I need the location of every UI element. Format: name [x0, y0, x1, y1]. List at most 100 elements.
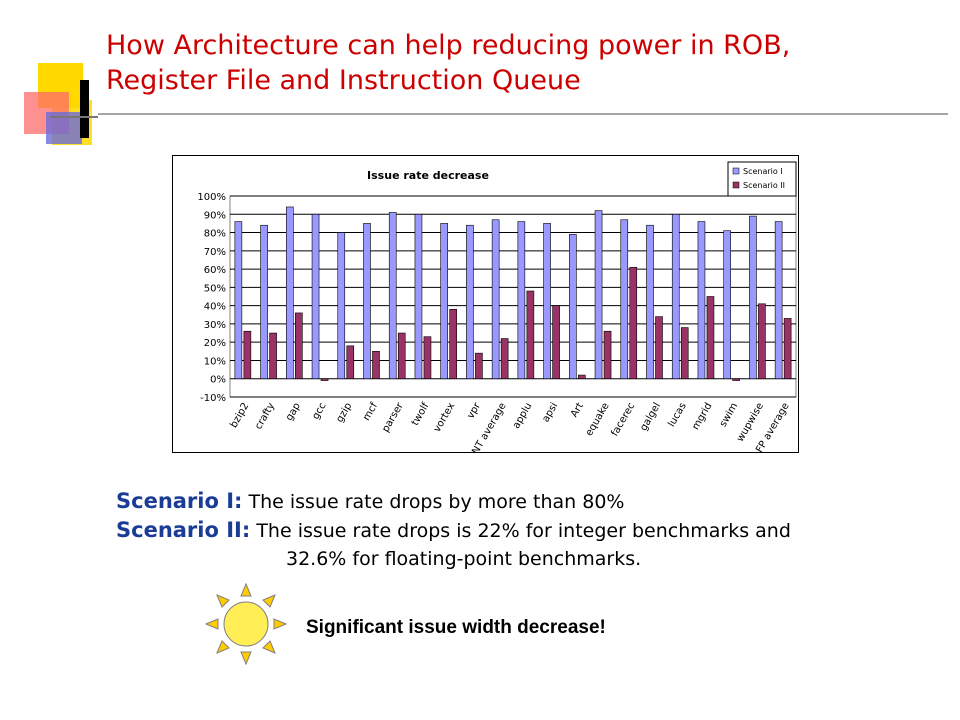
bar-scenario-2	[269, 332, 277, 380]
x-tick-label: equake	[584, 401, 612, 438]
scenario1-text: The issue rate drops by more than 80%	[248, 491, 625, 513]
y-tick-label: 20%	[204, 338, 226, 349]
bar-scenario-1	[311, 213, 320, 380]
bar-scenario-2	[655, 316, 663, 380]
bar-scenario-2	[603, 330, 612, 380]
bar-scenario-1	[723, 230, 731, 380]
scenario1-line: Scenario I: The issue rate drops by more…	[116, 487, 936, 516]
x-tick-label: galgel	[638, 401, 663, 433]
x-tick-label: gzip	[334, 401, 354, 424]
bar-scenario-2	[475, 352, 483, 380]
bar-scenario-1	[594, 210, 603, 380]
sun-icon	[205, 583, 287, 665]
x-tick-label: swim	[718, 401, 740, 429]
x-tick-label: mgrid	[690, 401, 714, 432]
x-tick-label: vortex	[432, 401, 458, 434]
chart-title: Issue rate decrease	[367, 169, 489, 182]
x-tick-label: twolf	[410, 401, 432, 428]
x-tick-label: gap	[284, 401, 303, 423]
bar-scenario-1	[440, 223, 448, 380]
bar-scenario-1	[337, 232, 346, 380]
legend-label: Scenario I	[743, 167, 783, 176]
bar-scenario-2	[500, 338, 509, 380]
title-line-1: How Architecture can help reducing power…	[106, 30, 791, 61]
bar-scenario-2	[295, 312, 303, 380]
bar-scenario-1	[388, 212, 397, 380]
legend-swatch	[732, 167, 740, 175]
bar-scenario-2	[372, 351, 380, 380]
bar-scenario-1	[646, 224, 654, 380]
y-tick-label: 80%	[204, 229, 226, 240]
x-tick-label: apsi	[540, 401, 560, 424]
x-tick-label: Art	[569, 401, 586, 419]
bar-scenario-1	[466, 224, 474, 380]
title-divider	[98, 113, 948, 115]
x-tick-label: lucas	[666, 401, 689, 429]
y-tick-label: 70%	[204, 247, 226, 258]
bar-scenario-2	[706, 296, 715, 380]
bar-scenario-2	[758, 303, 766, 380]
bar-scenario-2	[680, 327, 689, 380]
y-tick-label: 30%	[204, 320, 226, 331]
bar-scenario-1	[671, 213, 680, 380]
bar-scenario-1	[620, 219, 629, 380]
y-tick-label: 90%	[204, 210, 226, 221]
scenario2-line-cont: 32.6% for floating-point benchmarks.	[286, 548, 642, 570]
x-tick-label: gcc	[310, 401, 328, 422]
bar-scenario-1	[543, 223, 551, 380]
conclusion-text: Significant issue width decrease!	[306, 617, 606, 638]
y-tick-label: -10%	[200, 393, 226, 404]
scenario1-term: Scenario I:	[116, 489, 243, 513]
scenario2-text: The issue rate drops is 22% for integer …	[256, 520, 791, 542]
bar-scenario-1	[260, 224, 268, 380]
bar-scenario-2	[243, 330, 252, 380]
chart-canvas: Issue rate decrease -10% 0% 10% 20% 30% 40% 50%…	[197, 161, 797, 452]
y-tick-label: 40%	[204, 302, 226, 313]
x-tick-label: facerec	[609, 401, 637, 438]
legend-box	[727, 161, 797, 197]
bar-scenario-2	[346, 345, 355, 380]
bar-scenario-2	[732, 378, 740, 381]
bar-scenario-2	[449, 308, 457, 380]
bar-scenario-1	[491, 219, 500, 380]
bar-scenario-1	[363, 223, 371, 380]
scenario2-line: Scenario II: The issue rate drops is 22%…	[116, 516, 936, 545]
bar-scenario-1	[774, 221, 783, 380]
bar-scenario-1	[517, 221, 526, 380]
y-tick-label: 10%	[204, 356, 226, 367]
decorative-squares-icon	[24, 63, 98, 145]
bar-scenario-2	[783, 318, 792, 380]
bar-scenario-1	[414, 213, 423, 380]
y-tick-label: 60%	[204, 265, 226, 276]
x-tick-label: vpr	[465, 400, 483, 420]
y-tick-label: 100%	[197, 192, 226, 203]
x-tick-label: bzip2	[228, 401, 251, 430]
bar-scenario-2	[397, 332, 406, 380]
bar-scenario-1	[286, 206, 294, 380]
bar-scenario-1	[569, 234, 577, 380]
bar-scenario-2	[320, 378, 329, 381]
legend-label: Scenario II	[743, 181, 785, 190]
scenario-description: Scenario I: The issue rate drops by more…	[116, 487, 936, 573]
x-tick-label: applu	[511, 401, 535, 431]
y-tick-label: 50%	[204, 283, 226, 294]
deco-rule	[50, 116, 98, 118]
legend-swatch	[732, 181, 740, 189]
slide-title: How Architecture can help reducing power…	[106, 28, 926, 98]
scenario2-term: Scenario II:	[116, 518, 251, 542]
bar-scenario-2	[578, 374, 586, 380]
x-tick-label: crafty	[253, 401, 277, 432]
title-line-2: Register File and Instruction Queue	[106, 65, 581, 96]
bar-scenario-2	[526, 290, 535, 380]
x-tick-label: parser	[380, 400, 406, 434]
bar-scenario-2	[629, 266, 638, 380]
bar-scenario-1	[234, 221, 243, 380]
y-tick-label: 0%	[210, 375, 226, 386]
deco-black-bar	[80, 80, 89, 138]
x-tick-label: mcf	[361, 401, 380, 423]
bar-scenario-2	[423, 336, 432, 380]
bar-scenario-1	[697, 221, 706, 380]
bar-scenario-1	[749, 215, 757, 380]
bar-scenario-2	[552, 305, 560, 380]
issue-rate-chart: Issue rate decrease -10% 0% 10% 20% 30% 40% 50%…	[172, 155, 799, 453]
